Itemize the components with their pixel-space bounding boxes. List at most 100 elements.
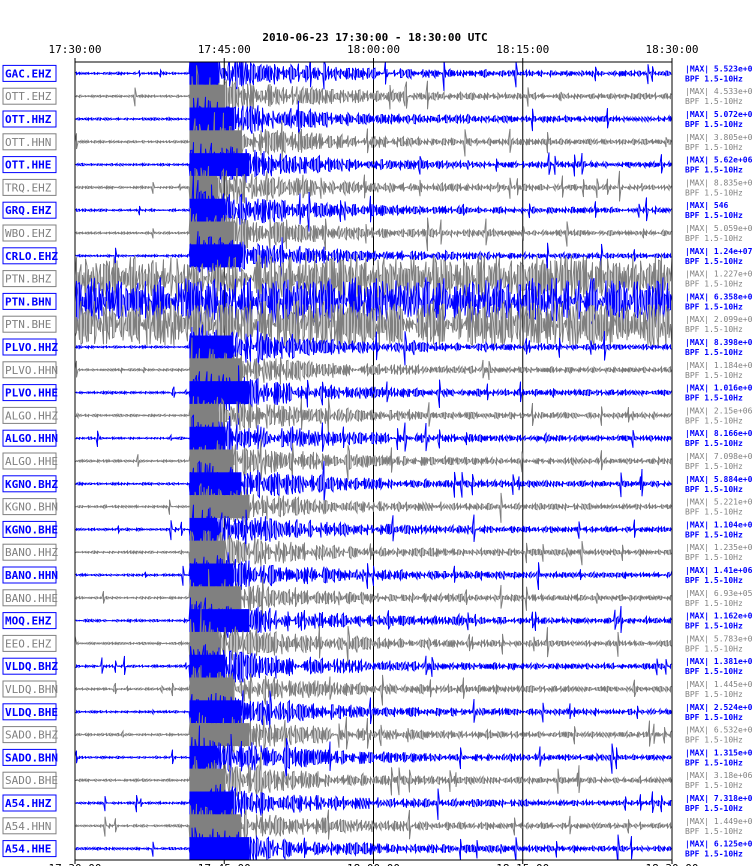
trace <box>75 597 672 641</box>
channel-filter-label: BPF 1.5-10Hz <box>685 280 743 289</box>
channel-max-value: |MAX| 8.835e+0 <box>685 178 753 187</box>
station-label: OTT.EHZ <box>5 90 52 103</box>
station-label-box <box>2 361 57 379</box>
channel-filter-label: BPF 1.5-10Hz <box>685 97 743 106</box>
station-label-box <box>2 612 57 630</box>
channel-filter-label: BPF 1.5-10Hz <box>685 758 743 767</box>
station-label: MOQ.EHZ <box>5 615 52 628</box>
trace <box>75 803 672 850</box>
channel-filter-label: BPF 1.5-10Hz <box>685 74 743 83</box>
channel-filter-label: BPF 1.5-10Hz <box>685 462 743 471</box>
station-label-box <box>2 748 57 766</box>
station-label: GAC.EHZ <box>5 67 52 80</box>
station-label-box <box>2 680 57 698</box>
channel-filter-label: BPF 1.5-10Hz <box>685 508 743 517</box>
saturated-block <box>189 540 226 564</box>
station-label: PTN.BHE <box>5 318 51 331</box>
station-label-box <box>2 520 57 538</box>
channel-filter-label: BPF 1.5-10Hz <box>685 211 743 220</box>
trace <box>75 608 672 674</box>
channel-filter-label: BPF 1.5-10Hz <box>685 394 743 403</box>
channel-max-value: |MAX| 6.93e+05 <box>685 589 753 598</box>
channel-filter-label: BPF 1.5-10Hz <box>685 644 743 653</box>
station-label: PLVO.HHN <box>5 364 58 377</box>
channel-max-value: |MAX| 5.884e+0 <box>685 475 753 484</box>
station-label-box <box>2 64 57 82</box>
saturated-block <box>189 381 250 405</box>
trace <box>75 365 672 425</box>
trace <box>75 712 672 754</box>
trace <box>75 552 672 602</box>
time-tick-label-top: 17:30:00 <box>49 43 102 56</box>
channel-filter-label: BPF 1.5-10Hz <box>685 166 743 175</box>
station-label-box <box>2 429 57 447</box>
station-label-box <box>2 543 57 561</box>
trace <box>75 299 672 349</box>
station-label-box <box>2 270 57 288</box>
trace <box>75 208 672 255</box>
station-label: EEO.EHZ <box>5 637 52 650</box>
channel-max-value: |MAX| 6.532e+0 <box>685 726 753 735</box>
station-label-box <box>2 475 57 493</box>
channel-max-value: |MAX| 1.104e+0 <box>685 520 753 529</box>
station-label: VLDQ.BHE <box>5 706 58 719</box>
trace <box>75 254 672 303</box>
station-label: ALGO.HHZ <box>5 409 58 422</box>
channel-max-value: |MAX| 1.41e+06 <box>685 566 753 575</box>
channel-filter-label: BPF 1.5-10Hz <box>685 439 743 448</box>
trace <box>75 62 672 100</box>
trace <box>75 460 672 508</box>
station-label: CRLO.EHZ <box>5 250 58 263</box>
channel-max-value: |MAX| 1.381e+0 <box>685 657 753 666</box>
station-label-box <box>2 566 57 584</box>
station-label: OTT.HHZ <box>5 113 52 126</box>
channel-filter-label: BPF 1.5-10Hz <box>685 850 743 859</box>
station-label: A54.HHE <box>5 843 51 856</box>
channel-filter-label: BPF 1.5-10Hz <box>685 827 743 836</box>
station-label: BANO.HHE <box>5 592 58 605</box>
time-tick-label-top: 18:15:00 <box>496 43 549 56</box>
saturated-block <box>189 609 250 633</box>
trace <box>75 530 672 578</box>
station-label: BANO.HHN <box>5 569 58 582</box>
trace <box>75 321 672 370</box>
trace <box>75 644 672 690</box>
channel-max-value: |MAX| 1.162e+0 <box>685 612 753 621</box>
channel-max-value: |MAX| 5.072e+0 <box>685 110 753 119</box>
saturated-block <box>189 84 226 108</box>
station-label: BANO.HHZ <box>5 546 58 559</box>
saturated-block <box>189 791 234 815</box>
time-tick-label-top: 18:30:00 <box>646 43 699 56</box>
trace <box>75 827 672 860</box>
channel-max-value: |MAX| 6.125e+0 <box>685 840 753 849</box>
trace <box>75 396 672 438</box>
trace <box>75 414 672 465</box>
channel-filter-label: BPF 1.5-10Hz <box>685 416 743 425</box>
station-label: OTT.HHE <box>5 159 51 172</box>
station-label: A54.HHN <box>5 820 51 833</box>
saturated-block <box>189 130 242 154</box>
station-label-box <box>2 338 57 356</box>
station-label-box <box>2 771 57 789</box>
saturated-block <box>189 837 250 861</box>
channel-max-value: |MAX| 1.24e+07 <box>685 247 753 256</box>
station-label: ALGO.HHE <box>5 455 58 468</box>
channel-max-value: |MAX| 5.783e+0 <box>685 634 753 643</box>
saturated-block <box>189 358 242 382</box>
channel-max-value: |MAX| 1.449e+0 <box>685 817 753 826</box>
station-label: SADO.BHZ <box>5 729 58 742</box>
station-label-box <box>2 589 57 607</box>
station-label: PLVO.HHZ <box>5 341 58 354</box>
channel-filter-label: BPF 1.5-10Hz <box>685 188 743 197</box>
station-label: SADO.BHN <box>5 751 58 764</box>
station-label-box <box>2 634 57 652</box>
channel-max-value: |MAX| 1.445e+0 <box>685 680 753 689</box>
saturated-block <box>189 107 234 131</box>
channel-filter-label: BPF 1.5-10Hz <box>685 325 743 334</box>
channel-filter-label: BPF 1.5-10Hz <box>685 120 743 129</box>
channel-filter-label: BPF 1.5-10Hz <box>685 371 743 380</box>
saturated-block <box>189 426 226 450</box>
saturated-block <box>189 495 250 519</box>
station-label-box <box>2 156 57 174</box>
trace <box>75 483 672 531</box>
